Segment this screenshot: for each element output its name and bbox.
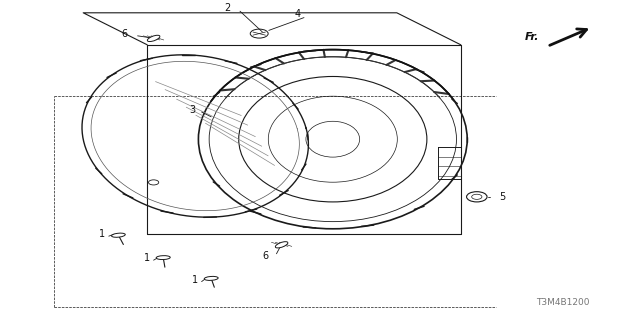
Text: 6: 6	[122, 28, 128, 39]
Text: T3M4B1200: T3M4B1200	[536, 298, 590, 307]
Text: 4: 4	[294, 9, 301, 20]
Text: 6: 6	[262, 251, 269, 261]
Ellipse shape	[204, 276, 218, 280]
Ellipse shape	[275, 242, 288, 248]
Text: 1: 1	[192, 275, 198, 285]
Ellipse shape	[147, 35, 160, 42]
Text: 1: 1	[99, 229, 106, 239]
Ellipse shape	[111, 233, 125, 237]
Text: 2: 2	[224, 3, 230, 13]
Text: 5: 5	[499, 192, 506, 202]
Text: 3: 3	[189, 105, 195, 116]
Text: Fr.: Fr.	[525, 32, 540, 42]
Text: 1: 1	[144, 253, 150, 263]
Ellipse shape	[156, 256, 170, 260]
